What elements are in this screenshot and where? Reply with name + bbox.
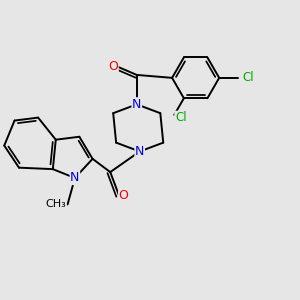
Text: CH₃: CH₃ <box>45 200 66 209</box>
Text: Cl: Cl <box>175 111 187 124</box>
Text: O: O <box>118 189 128 202</box>
Text: N: N <box>70 172 80 184</box>
Text: O: O <box>108 60 118 73</box>
Text: Cl: Cl <box>243 71 254 84</box>
Text: N: N <box>132 98 141 111</box>
Text: N: N <box>135 145 144 158</box>
